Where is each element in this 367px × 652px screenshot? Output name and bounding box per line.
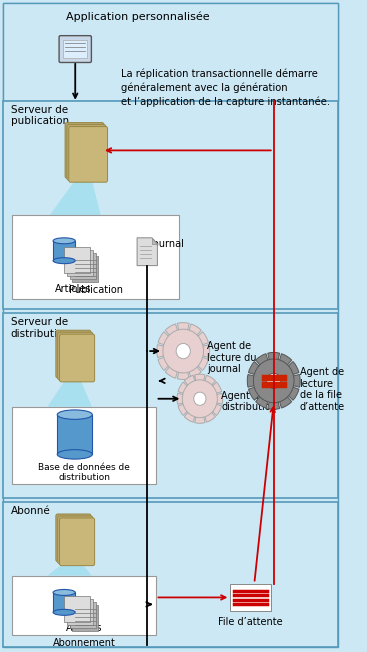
Wedge shape — [158, 332, 183, 351]
Text: Agent de
lecture
de la file
d’attente: Agent de lecture de la file d’attente — [299, 367, 345, 412]
Circle shape — [266, 373, 281, 389]
Wedge shape — [157, 345, 183, 357]
Circle shape — [194, 392, 206, 406]
Wedge shape — [200, 382, 222, 399]
FancyBboxPatch shape — [56, 514, 91, 561]
Wedge shape — [274, 374, 300, 387]
Polygon shape — [48, 559, 92, 576]
Bar — [230, 584, 271, 612]
Wedge shape — [183, 324, 201, 351]
Ellipse shape — [57, 410, 92, 419]
Wedge shape — [177, 351, 189, 379]
Wedge shape — [268, 381, 280, 409]
Wedge shape — [247, 374, 274, 387]
Wedge shape — [184, 376, 200, 399]
Ellipse shape — [53, 589, 75, 595]
Bar — [64, 597, 90, 622]
Ellipse shape — [53, 258, 75, 263]
Text: Application personnalisée: Application personnalisée — [66, 11, 210, 22]
FancyBboxPatch shape — [65, 123, 104, 178]
FancyBboxPatch shape — [67, 125, 106, 180]
Wedge shape — [274, 353, 292, 381]
Ellipse shape — [53, 238, 75, 244]
Text: Abonné: Abonné — [11, 506, 50, 516]
Polygon shape — [152, 238, 157, 244]
Text: File d’attente: File d’attente — [218, 617, 283, 627]
Bar — [63, 40, 87, 58]
Bar — [12, 215, 179, 299]
Wedge shape — [256, 381, 274, 408]
Bar — [57, 415, 92, 454]
Bar — [3, 502, 338, 647]
Wedge shape — [183, 351, 201, 378]
Wedge shape — [195, 399, 205, 423]
Text: Serveur de
distribution: Serveur de distribution — [11, 318, 70, 339]
Bar — [72, 256, 98, 282]
Bar — [64, 246, 90, 273]
Bar — [67, 250, 93, 276]
Ellipse shape — [53, 610, 75, 615]
Text: Agent de
lecture du
journal: Agent de lecture du journal — [207, 341, 257, 374]
Text: Abonnement: Abonnement — [52, 638, 116, 648]
Circle shape — [176, 344, 190, 359]
Text: Articles: Articles — [66, 623, 102, 633]
Wedge shape — [200, 376, 215, 399]
Bar — [12, 407, 156, 484]
Wedge shape — [274, 361, 299, 381]
Wedge shape — [248, 361, 274, 381]
Wedge shape — [200, 399, 222, 415]
FancyBboxPatch shape — [69, 126, 108, 182]
Text: Articles: Articles — [55, 284, 92, 295]
Wedge shape — [178, 382, 200, 399]
Wedge shape — [158, 351, 183, 370]
Circle shape — [182, 380, 217, 418]
Polygon shape — [48, 376, 92, 407]
Text: Serveur de
publication: Serveur de publication — [11, 105, 69, 126]
FancyBboxPatch shape — [59, 36, 91, 63]
Wedge shape — [183, 351, 208, 370]
Bar — [3, 314, 338, 498]
Text: La réplication transactionnelle démarre
généralement avec la génération
et l’app: La réplication transactionnelle démarre … — [121, 69, 331, 107]
Bar — [3, 100, 338, 309]
Text: Journal: Journal — [151, 239, 185, 249]
Bar — [53, 593, 75, 612]
Wedge shape — [200, 393, 223, 404]
Wedge shape — [248, 381, 274, 400]
Wedge shape — [195, 374, 205, 399]
FancyBboxPatch shape — [58, 516, 93, 563]
Bar — [3, 3, 338, 100]
FancyBboxPatch shape — [59, 334, 95, 382]
Wedge shape — [256, 353, 274, 381]
Circle shape — [163, 329, 204, 373]
FancyBboxPatch shape — [58, 332, 93, 380]
Bar — [70, 253, 95, 278]
Wedge shape — [178, 399, 200, 415]
Bar — [12, 576, 156, 635]
Wedge shape — [165, 351, 183, 378]
FancyBboxPatch shape — [59, 518, 95, 566]
Bar — [72, 605, 98, 631]
Wedge shape — [165, 324, 183, 351]
Text: Publication: Publication — [69, 286, 123, 295]
Polygon shape — [137, 238, 157, 265]
Wedge shape — [183, 332, 208, 351]
Wedge shape — [274, 381, 292, 408]
Polygon shape — [50, 176, 101, 215]
Bar — [53, 241, 75, 261]
Bar — [67, 599, 93, 625]
Wedge shape — [183, 345, 210, 357]
Wedge shape — [184, 399, 200, 422]
Text: Agent de
distribution: Agent de distribution — [221, 391, 277, 413]
FancyBboxPatch shape — [56, 330, 91, 378]
Wedge shape — [268, 353, 280, 381]
Wedge shape — [200, 399, 215, 422]
Bar — [70, 602, 95, 629]
Wedge shape — [177, 323, 189, 351]
Circle shape — [253, 359, 294, 403]
Wedge shape — [177, 393, 200, 404]
Wedge shape — [274, 381, 299, 400]
Text: Base de données de
distribution: Base de données de distribution — [38, 463, 130, 482]
Ellipse shape — [57, 450, 92, 459]
